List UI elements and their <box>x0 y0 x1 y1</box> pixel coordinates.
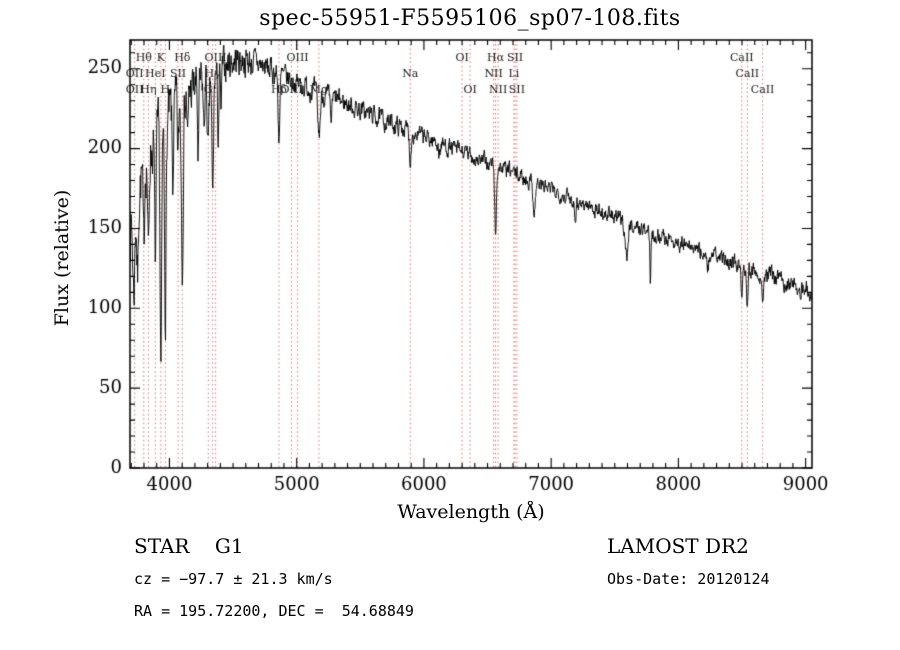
obs-date-value: Obs-Date: 20120124 <box>607 570 770 588</box>
cz-value: cz = −97.7 ± 21.3 km/s <box>134 570 333 588</box>
page-title: spec-55951-F5595106_sp07-108.fits <box>259 6 681 31</box>
object-class-label: STAR G1 <box>134 534 244 558</box>
y-axis-label: Flux (relative) <box>51 189 73 327</box>
survey-label: LAMOST DR2 <box>607 534 749 558</box>
ra-dec-value: RA = 195.72200, DEC = 54.68849 <box>134 602 414 620</box>
x-axis-label: Wavelength (Å) <box>397 501 545 523</box>
